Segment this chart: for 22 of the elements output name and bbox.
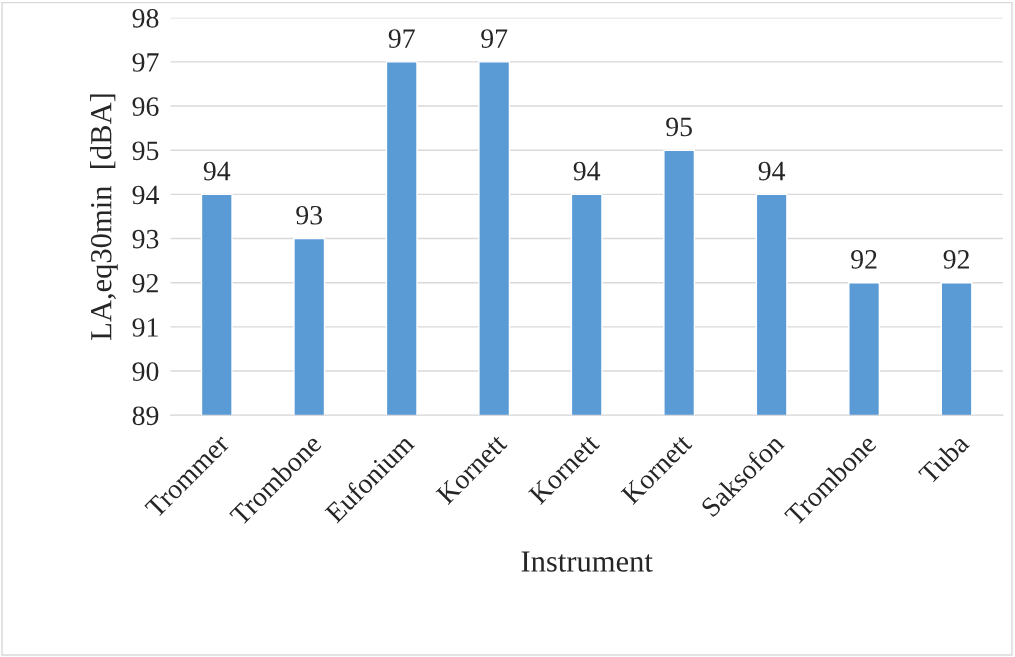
y-tick-label: 98: [132, 8, 159, 28]
data-label: 94: [573, 161, 601, 181]
y-tick-label: 89: [132, 406, 159, 426]
y-tick-label: 96: [132, 97, 159, 116]
data-label: 94: [758, 161, 786, 181]
y-tick-label: 94: [132, 185, 159, 205]
data-label: 92: [943, 250, 969, 269]
data-label: 93: [296, 205, 323, 225]
data-label: 95: [666, 117, 692, 137]
x-axis-title: Instrument: [521, 551, 653, 572]
y-tick-label: 97: [132, 53, 159, 72]
data-label: 94: [203, 161, 231, 181]
x-tick-label: Tuba: [917, 432, 971, 486]
y-tick-label: 93: [132, 229, 159, 249]
y-tick-label: 90: [132, 362, 159, 381]
data-label: 97: [388, 29, 415, 48]
y-tick-label: 91: [132, 318, 158, 337]
y-tick-label: 95: [132, 141, 159, 161]
y-axis-title: LA,eq30min [dBA]: [90, 94, 118, 340]
y-tick-label: 92: [132, 273, 158, 293]
data-label: 97: [481, 29, 508, 48]
data-label: 92: [851, 250, 877, 269]
